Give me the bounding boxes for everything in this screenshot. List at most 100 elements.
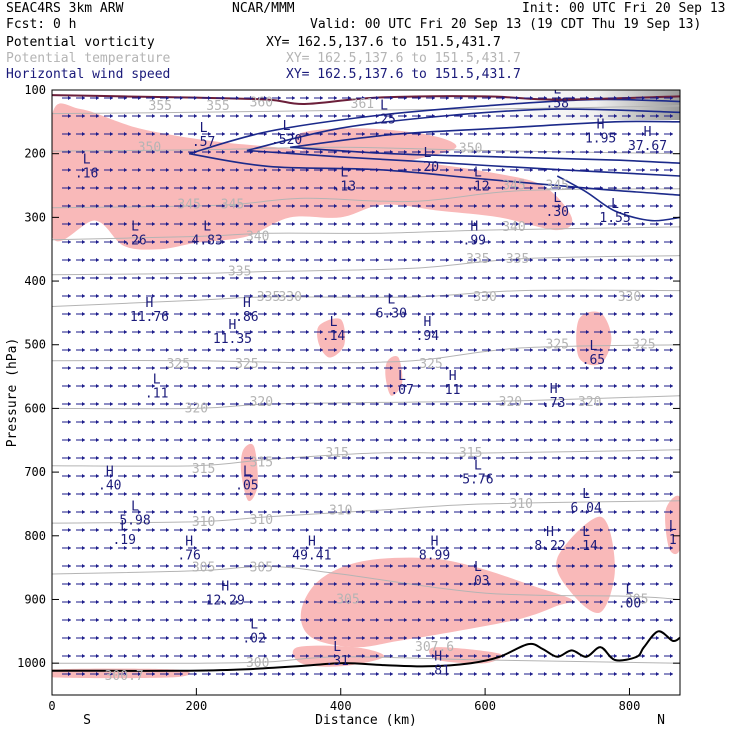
wind-arrow-head (530, 240, 533, 244)
wind-arrow-head (446, 672, 449, 676)
wind-arrow-head (474, 636, 477, 640)
wind-arrow-head (138, 510, 141, 514)
theta-label: 315 (459, 446, 482, 461)
wind-arrow-head (390, 582, 393, 586)
wind-arrow-head (446, 546, 449, 550)
x-tick-label: 200 (186, 699, 208, 713)
wind-arrow-head (516, 150, 519, 154)
wind-arrow-head (530, 672, 533, 676)
wind-arrow-head (124, 384, 127, 388)
wind-speed-contour (290, 146, 680, 164)
wind-arrow-head (348, 312, 351, 316)
wind-arrow-head (432, 528, 435, 532)
wind-arrow-head (96, 276, 99, 280)
extremum-value: .16 (75, 167, 98, 182)
wind-arrow-head (474, 150, 477, 154)
field-xy-pv: XY= 162.5,137.6 to 151.5,431.7 (266, 35, 501, 50)
wind-arrow-head (600, 438, 603, 442)
wind-arrow-head (292, 132, 295, 136)
wind-arrow-head (278, 636, 281, 640)
wind-arrow-head (488, 618, 491, 622)
wind-arrow-head (334, 312, 337, 316)
theta-label: 361 (351, 97, 374, 112)
wind-arrow-head (446, 294, 449, 298)
wind-arrow-head (530, 96, 533, 100)
wind-arrow-head (96, 258, 99, 262)
extremum-type: L (330, 315, 338, 330)
wind-arrow-head (152, 600, 155, 604)
wind-arrow-head (236, 312, 239, 316)
wind-arrow-head (152, 168, 155, 172)
wind-arrow-head (600, 618, 603, 622)
wind-arrow-head (390, 456, 393, 460)
wind-arrow-head (670, 204, 673, 208)
wind-arrow-head (194, 582, 197, 586)
extremum-type: H (229, 318, 237, 333)
wind-arrow-head (628, 240, 631, 244)
wind-arrow-head (320, 330, 323, 334)
wind-arrow-head (124, 546, 127, 550)
wind-arrow-head (474, 492, 477, 496)
wind-arrow-head (446, 132, 449, 136)
wind-arrow-head (222, 492, 225, 496)
wind-arrow-head (558, 186, 561, 190)
wind-arrow-head (530, 474, 533, 478)
wind-arrow-head (432, 348, 435, 352)
wind-arrow-head (572, 258, 575, 262)
wind-arrow-head (348, 528, 351, 532)
wind-arrow-head (600, 564, 603, 568)
wind-arrow-head (418, 312, 421, 316)
wind-arrow-head (614, 420, 617, 424)
wind-arrow-head (334, 636, 337, 640)
wind-arrow-head (474, 240, 477, 244)
wind-arrow-head (418, 240, 421, 244)
wind-arrow-head (390, 348, 393, 352)
wind-arrow-head (250, 186, 253, 190)
theta-label: 330 (473, 290, 496, 305)
wind-arrow-head (138, 348, 141, 352)
wind-arrow-head (334, 366, 337, 370)
wind-arrow-head (362, 204, 365, 208)
wind-arrow-head (460, 564, 463, 568)
theta-label: 310 (509, 497, 532, 512)
wind-arrow-head (390, 600, 393, 604)
wind-arrow-head (586, 276, 589, 280)
wind-arrow-head (264, 276, 267, 280)
x-end-label-left: S (83, 713, 91, 728)
wind-arrow-head (180, 492, 183, 496)
wind-arrow-head (236, 114, 239, 118)
theta-label: 345 (502, 179, 525, 194)
wind-arrow-head (82, 132, 85, 136)
wind-arrow-head (320, 474, 323, 478)
wind-arrow-head (642, 492, 645, 496)
wind-arrow-head (572, 114, 575, 118)
wind-arrow-head (278, 132, 281, 136)
wind-arrow-head (292, 546, 295, 550)
wind-arrow-head (404, 222, 407, 226)
wind-arrow-head (600, 510, 603, 514)
wind-arrow-head (264, 222, 267, 226)
wind-arrow-head (152, 348, 155, 352)
wind-arrow-head (138, 672, 141, 676)
wind-arrow-head (264, 186, 267, 190)
wind-arrow-head (516, 582, 519, 586)
wind-arrow-head (670, 528, 673, 532)
extremum-type: L (243, 465, 251, 480)
extremum-type: L (153, 372, 161, 387)
wind-arrow-head (166, 474, 169, 478)
wind-arrow-head (334, 240, 337, 244)
wind-arrow-head (390, 330, 393, 334)
wind-arrow-head (138, 582, 141, 586)
pv-region (52, 103, 573, 250)
wind-arrow-head (306, 618, 309, 622)
wind-arrow-head (138, 114, 141, 118)
wind-arrow-head (600, 222, 603, 226)
wind-arrow-head (236, 420, 239, 424)
wind-arrow-head (138, 438, 141, 442)
wind-arrow-head (82, 276, 85, 280)
wind-arrow-head (194, 384, 197, 388)
wind-arrow-head (82, 456, 85, 460)
wind-arrow-head (264, 114, 267, 118)
wind-arrow-head (194, 132, 197, 136)
extremum-type: L (474, 560, 482, 575)
